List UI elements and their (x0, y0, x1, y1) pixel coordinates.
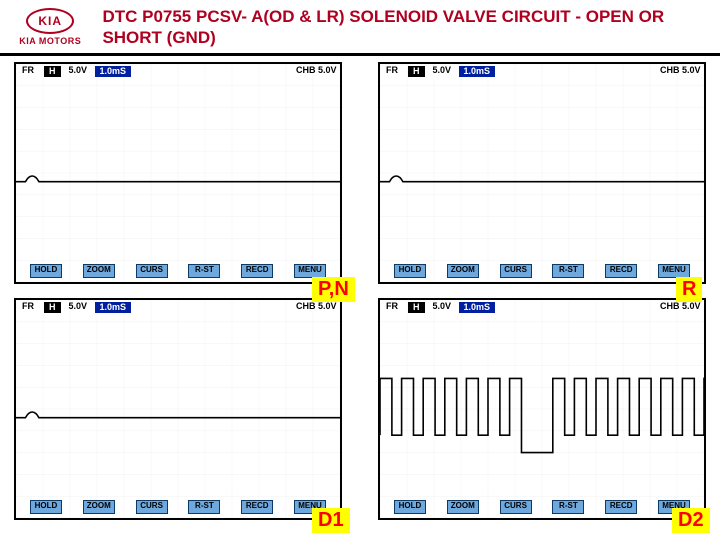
label-ch-a-voltage: 5.0V (69, 302, 87, 311)
scope-grid: FR H 5.0V 1.0mS CHB 5.0V HOLD ZOOM CURS R-S… (0, 56, 720, 526)
oscilloscope-display: FR H 5.0V 1.0mS CHB 5.0V HOLD ZOOM CURS R-S… (378, 62, 706, 284)
oscilloscope-panel: FR H 5.0V 1.0mS CHB 5.0V HOLD ZOOM CURS R-S… (378, 62, 706, 284)
waveform-trace (380, 378, 704, 452)
oscilloscope-panel: FR H 5.0V 1.0mS CHB 5.0V HOLD ZOOM CURS R-S… (378, 298, 706, 520)
label-ch-b: CHB (296, 302, 310, 311)
brand-logo: KIA KIA MOTORS (10, 8, 90, 46)
label-hold-indicator: H (44, 302, 61, 313)
recd-button[interactable]: RECD (241, 500, 273, 514)
curs-button[interactable]: CURS (136, 264, 168, 278)
waveform-trace (380, 175, 704, 181)
scope-top-labels: FR H 5.0V 1.0mS CHB 5.0V (386, 66, 698, 77)
scope-button-row: HOLDZOOMCURSR-STRECDMENU (394, 500, 690, 514)
label-ch-b: CHB (660, 66, 674, 75)
label-hold-indicator: H (408, 302, 425, 313)
label-ch-a-voltage: 5.0V (433, 302, 451, 311)
zoom-button[interactable]: ZOOM (83, 500, 115, 514)
label-timebase: 1.0mS (459, 66, 496, 77)
oscilloscope-panel: FR H 5.0V 1.0mS CHB 5.0V HOLD ZOOM CURS R-S… (14, 298, 342, 520)
recd-button[interactable]: RECD (605, 500, 637, 514)
oscilloscope-display: FR H 5.0V 1.0mS CHB 5.0V HOLD ZOOM CURS R-S… (14, 62, 342, 284)
label-ch-a-voltage: 5.0V (69, 66, 87, 75)
oscilloscope-display: FR H 5.0V 1.0mS CHB 5.0V HOLD ZOOM CURS R-S… (378, 298, 706, 520)
label-hold-indicator: H (44, 66, 61, 77)
menu-button[interactable]: MENU (658, 264, 690, 278)
oscilloscope-display: FR H 5.0V 1.0mS CHB 5.0V HOLD ZOOM CURS R-S… (14, 298, 342, 520)
recd-button[interactable]: RECD (605, 264, 637, 278)
label-ch-b-voltage: 5.0V (682, 66, 698, 75)
scope-top-labels: FR H 5.0V 1.0mS CHB 5.0V (22, 302, 334, 313)
gear-tag-r: R (676, 277, 702, 302)
curs-button[interactable]: CURS (500, 264, 532, 278)
label-ch-b: CHB (660, 302, 674, 311)
label-ch-b-voltage: 5.0V (318, 66, 334, 75)
curs-button[interactable]: CURS (500, 500, 532, 514)
hold-button[interactable]: HOLD (394, 264, 426, 278)
label-ch-b-voltage: 5.0V (682, 302, 698, 311)
r-st-button[interactable]: R-ST (188, 264, 220, 278)
brand-subtitle: KIA MOTORS (10, 36, 90, 46)
label-fr: FR (386, 66, 400, 75)
menu-button[interactable]: MENU (294, 264, 326, 278)
scope-button-row: HOLD ZOOM CURS R-ST RECD MENU (30, 264, 326, 278)
hold-button[interactable]: HOLD (30, 264, 62, 278)
r-st-button[interactable]: R-ST (188, 500, 220, 514)
waveform-trace (16, 411, 340, 417)
label-ch-b-voltage: 5.0V (318, 302, 334, 311)
label-ch-a-voltage: 5.0V (433, 66, 451, 75)
zoom-button[interactable]: ZOOM (447, 500, 479, 514)
oscilloscope-panel: FR H 5.0V 1.0mS CHB 5.0V HOLD ZOOM CURS R-S… (14, 62, 342, 284)
recd-button[interactable]: RECD (241, 264, 273, 278)
label-hold-indicator: H (408, 66, 425, 77)
gear-tag-pn: P,N (312, 277, 355, 302)
r-st-button[interactable]: R-ST (552, 264, 584, 278)
label-fr: FR (386, 302, 400, 311)
gear-tag-d1: D1 (312, 508, 350, 533)
scope-top-labels: FR H 5.0V 1.0mS CHB 5.0V (386, 302, 698, 313)
waveform-trace (16, 175, 340, 181)
zoom-button[interactable]: ZOOM (447, 264, 479, 278)
header: KIA KIA MOTORS DTC P0755 PCSV- A(OD & LR… (0, 0, 720, 56)
label-timebase: 1.0mS (459, 302, 496, 313)
label-ch-b: CHB (296, 66, 310, 75)
r-st-button[interactable]: R-ST (552, 500, 584, 514)
label-timebase: 1.0mS (95, 302, 132, 313)
label-timebase: 1.0mS (95, 66, 132, 77)
brand-mark: KIA (26, 8, 74, 34)
hold-button[interactable]: HOLD (30, 500, 62, 514)
zoom-button[interactable]: ZOOM (83, 264, 115, 278)
scope-button-row: HOLD ZOOM CURS R-ST RECD MENU (394, 264, 690, 278)
label-fr: FR (22, 66, 36, 75)
hold-button[interactable]: HOLD (394, 500, 426, 514)
curs-button[interactable]: CURS (136, 500, 168, 514)
scope-button-row: HOLDZOOMCURSR-STRECDMENU (30, 500, 326, 514)
scope-top-labels: FR H 5.0V 1.0mS CHB 5.0V (22, 66, 334, 77)
gear-tag-d2: D2 (672, 508, 710, 533)
page-title: DTC P0755 PCSV- A(OD & LR) SOLENOID VALV… (102, 6, 710, 49)
label-fr: FR (22, 302, 36, 311)
